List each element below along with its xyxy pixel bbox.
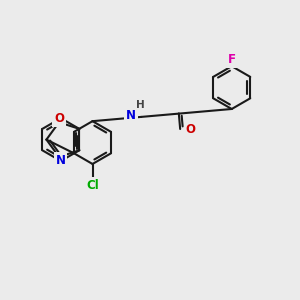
Text: H: H <box>136 100 145 110</box>
Text: F: F <box>228 53 236 66</box>
Text: N: N <box>56 155 66 168</box>
Text: O: O <box>185 122 196 136</box>
Text: Cl: Cl <box>86 179 99 192</box>
Text: N: N <box>126 109 136 122</box>
Text: N: N <box>56 154 65 167</box>
Text: O: O <box>54 112 64 125</box>
